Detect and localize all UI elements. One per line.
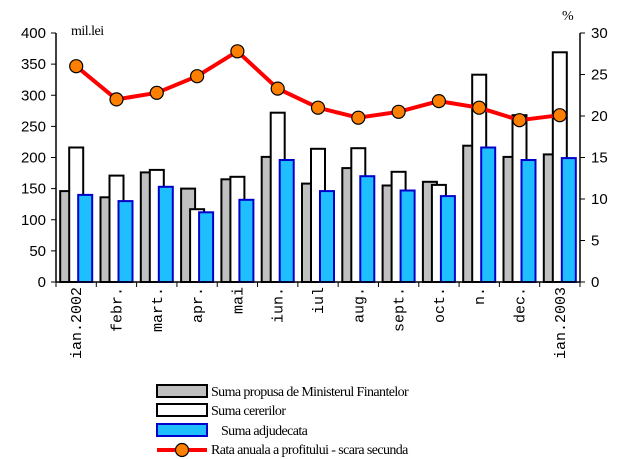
bar-awarded (157, 185, 174, 283)
right-tick-label: 0 (591, 274, 599, 291)
left-tick-label: 200 (21, 150, 46, 167)
rate-marker (310, 100, 326, 115)
legend-swatch-awarded (156, 423, 208, 437)
bar-awarded (278, 159, 295, 283)
bar-awarded (117, 200, 134, 284)
left-tick-label: 300 (21, 87, 46, 104)
legend-label-requests: Suma cererilor (211, 404, 286, 419)
category-label: mai (230, 287, 247, 314)
legend-swatch-requests (156, 403, 208, 417)
bar-awarded (399, 189, 416, 283)
right-tick-label: 5 (591, 233, 599, 250)
left-tick-label: 50 (29, 243, 46, 260)
legend-label-awarded: Suma adjudecata (221, 424, 309, 439)
category-label: dec. (513, 287, 530, 323)
bar-awarded (439, 195, 456, 284)
rate-marker (552, 108, 567, 123)
left-axis-label: mil.lei (71, 24, 104, 39)
bar-awarded (319, 190, 335, 284)
legend-label-proposed: Suma propusa de Ministerul Finantelor (211, 385, 409, 400)
right-tick-label: 30 (591, 25, 608, 42)
rate-marker (230, 44, 245, 59)
left-tick-label: 350 (21, 56, 46, 73)
right-axis-ticks: 0 5 10 15 20 25 30 (580, 25, 608, 291)
bar-layer (59, 51, 577, 284)
category-label: n. (472, 287, 489, 305)
legend-marker-rate (174, 442, 190, 458)
rate-marker (270, 81, 285, 96)
category-label: aug. (351, 287, 368, 323)
rate-marker (472, 100, 487, 115)
rate-marker (190, 69, 205, 84)
left-tick-label: 250 (21, 118, 46, 135)
bar-awarded (560, 157, 577, 284)
right-tick-label: 25 (591, 67, 608, 84)
rate-marker (391, 104, 406, 119)
left-tick-label: 400 (21, 25, 46, 42)
right-tick-label: 10 (591, 191, 608, 208)
legend-swatch-proposed (156, 384, 208, 398)
right-axis-label: % (562, 9, 574, 24)
category-label: iul (311, 287, 328, 314)
category-label: febr. (110, 287, 127, 332)
left-tick-label: 0 (38, 274, 46, 291)
bar-awarded (77, 193, 94, 283)
legend: Suma propusa de Ministerul Finantelor Su… (156, 384, 410, 458)
right-tick-label: 20 (591, 108, 608, 125)
bar-awarded (359, 175, 376, 283)
category-label: sept. (392, 287, 409, 332)
category-labels: ian.2002 febr. mart. apr. mai iun. iul aug. sept… (69, 287, 570, 359)
legend-label-rate: Rata anuala a profitului - scara secunda (211, 443, 409, 458)
left-tick-label: 100 (21, 212, 46, 229)
category-label: apr. (190, 287, 207, 323)
left-tick-label: 150 (21, 181, 46, 198)
category-label: oct. (432, 287, 449, 323)
rate-marker (431, 93, 446, 109)
rate-marker (149, 85, 164, 100)
rate-marker (351, 110, 366, 125)
category-label: ian.2002 (69, 287, 86, 359)
left-axis-ticks: 0 50 100 150 200 250 300 350 400 (21, 25, 56, 291)
bar-awarded (480, 146, 497, 283)
category-label: iun. (271, 287, 288, 323)
bar-awarded (198, 211, 215, 283)
line-layer (69, 44, 567, 128)
bar-awarded (238, 198, 255, 283)
rate-marker (109, 92, 124, 107)
category-label: ian.2003 (553, 287, 570, 359)
rate-marker (512, 113, 527, 128)
rate-marker (69, 59, 84, 74)
right-tick-label: 15 (591, 150, 608, 167)
bar-awarded (520, 159, 537, 283)
category-label: mart. (150, 287, 167, 332)
